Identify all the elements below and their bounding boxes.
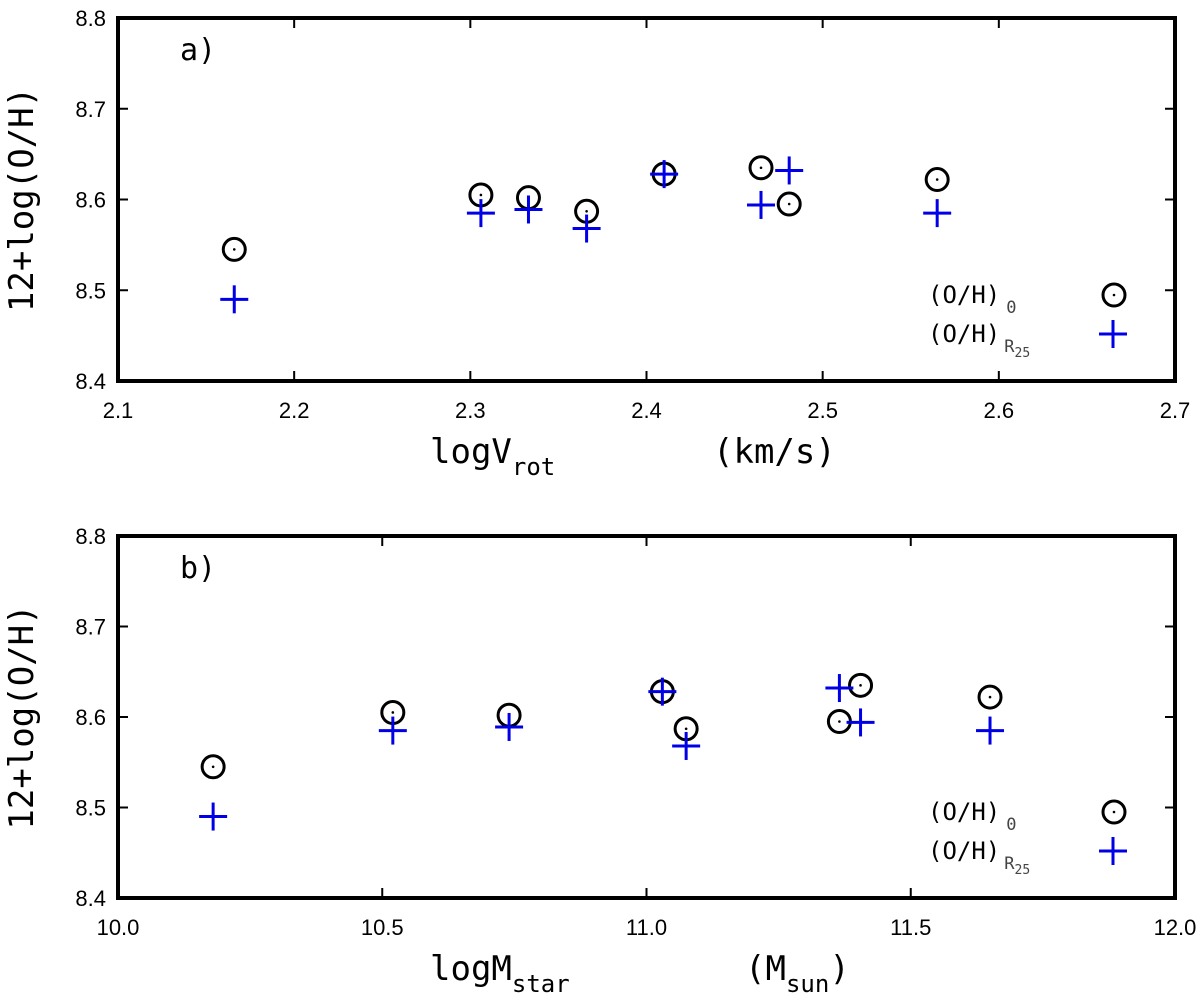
data-point-circle (776, 191, 802, 217)
x-tick-label: 2.3 (455, 398, 486, 423)
y-tick-label: 8.5 (75, 796, 106, 821)
panel-label: b) (180, 551, 216, 586)
data-point-plus (1099, 320, 1127, 348)
y-tick-label: 8.6 (75, 705, 106, 730)
series-oh-0 (221, 155, 950, 262)
data-point-center-dot (232, 248, 236, 251)
series-oh-r25 (199, 674, 1005, 831)
data-point-plus (923, 199, 952, 228)
y-tick-label: 8.5 (75, 278, 106, 303)
data-point-plus (514, 195, 543, 224)
data-point-plus (976, 716, 1005, 745)
y-tick-label: 8.8 (75, 6, 106, 31)
data-point-plus (825, 674, 854, 703)
data-point-circle (924, 167, 950, 193)
data-point-plus (220, 285, 249, 314)
data-point-circle (200, 754, 226, 780)
y-axis-label: 12+log(O/H) (2, 604, 42, 829)
x-axis-label: logVrot (km/s) (430, 432, 836, 481)
x-tick-label: 10.0 (97, 915, 140, 940)
data-point-center-dot (935, 178, 939, 181)
data-point-center-dot (585, 209, 588, 213)
series-oh-r25 (220, 156, 952, 314)
y-tick-label: 8.6 (75, 188, 106, 213)
plot-frame (116, 534, 1177, 900)
panel-a: 2.1 2.2 2.3 2.4 2.5 2.6 2.7 8.4 8.5 8.6 8.7 8.8 12+l… (2, 6, 1190, 481)
legend-label: (O/H) 0 (928, 798, 1017, 835)
x-tick-label: 11.0 (626, 915, 667, 940)
legend: (O/H) 0(O/H) R25 (928, 798, 1127, 878)
data-point-plus (199, 802, 228, 831)
data-point-circle (748, 155, 774, 181)
data-point-plus (747, 190, 776, 219)
data-point-circle (1101, 282, 1127, 308)
x-tick-label: 2.5 (807, 398, 838, 423)
y-tick-label: 8.4 (75, 369, 106, 394)
y-axis-label: 12+log(O/H) (2, 87, 42, 312)
data-point-plus (1099, 837, 1127, 865)
legend: (O/H) 0(O/H) R25 (928, 281, 1127, 361)
data-point-center-dot (759, 166, 763, 170)
y-tick-label: 8.8 (75, 524, 106, 549)
panel-label: a) (180, 33, 216, 68)
data-point-center-dot (988, 695, 992, 699)
data-point-center-dot (684, 727, 688, 731)
x-tick-label: 2.6 (984, 398, 1015, 423)
data-point-plus (650, 160, 679, 189)
x-tick-label: 2.1 (103, 398, 134, 423)
data-point-circle (848, 672, 874, 698)
y-tick-label: 8.7 (75, 97, 106, 122)
x-tick-label: 10.5 (361, 915, 404, 940)
data-point-center-dot (211, 765, 215, 769)
legend-label: (O/H) 0 (928, 281, 1017, 318)
legend-label: (O/H) R25 (928, 320, 1030, 361)
data-point-center-dot (838, 720, 841, 723)
data-point-plus (775, 156, 804, 185)
x-tick-label: 11.5 (890, 915, 931, 940)
x-tick-label: 12.0 (1154, 915, 1197, 940)
plot-frame (116, 16, 1177, 383)
y-tick-label: 8.7 (75, 615, 106, 640)
legend-label: (O/H) R25 (928, 837, 1030, 878)
data-point-plus (846, 708, 875, 737)
data-point-plus (648, 677, 677, 706)
data-point-circle (977, 684, 1003, 710)
y-tick-label: 8.4 (75, 886, 106, 911)
data-point-center-dot (479, 193, 483, 197)
panel-b: 10.0 10.5 11.0 11.5 12.0 8.4 8.5 8.6 8.7 8.8 12+lo… (2, 524, 1196, 997)
data-point-plus (572, 214, 601, 243)
x-tick-label: 2.4 (631, 398, 662, 423)
data-point-plus (378, 716, 407, 745)
x-axis-label: logMstar (Msun) (430, 949, 850, 997)
data-point-center-dot (391, 711, 395, 714)
data-point-center-dot (1112, 810, 1116, 814)
data-point-plus (466, 199, 495, 228)
x-tick-label: 2.2 (279, 398, 310, 423)
series-oh-0 (200, 672, 1003, 780)
data-point-center-dot (787, 202, 791, 206)
data-point-center-dot (859, 684, 862, 687)
x-tick-label: 2.7 (1160, 398, 1191, 423)
data-point-center-dot (1112, 293, 1116, 297)
data-point-circle (1101, 799, 1127, 825)
data-point-plus (672, 731, 701, 760)
data-point-circle (221, 236, 247, 262)
data-point-plus (495, 712, 524, 741)
